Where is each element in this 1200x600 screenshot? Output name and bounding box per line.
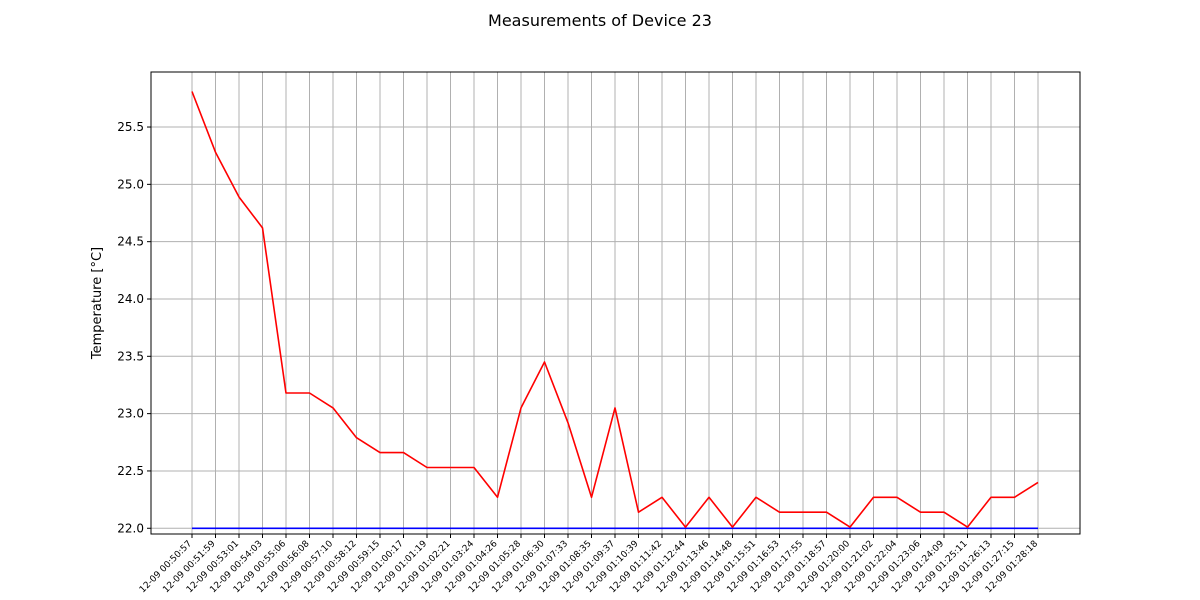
y-tick-label: 25.5	[117, 120, 144, 134]
y-tick-label: 22.0	[117, 521, 144, 535]
y-axis-label: Temperature [°C]	[90, 247, 105, 360]
chart-title: Measurements of Device 23	[488, 11, 712, 30]
y-tick-label: 25.0	[117, 177, 144, 191]
y-tick-label: 23.0	[117, 407, 144, 421]
y-tick-label: 24.5	[117, 235, 144, 249]
y-tick-label: 24.0	[117, 292, 144, 306]
temperature-series-line	[191, 91, 1039, 528]
y-tick-label: 22.5	[117, 464, 144, 478]
grid-lines	[151, 72, 1080, 534]
series-lines	[191, 91, 1039, 530]
y-tick-label: 23.5	[117, 349, 144, 363]
